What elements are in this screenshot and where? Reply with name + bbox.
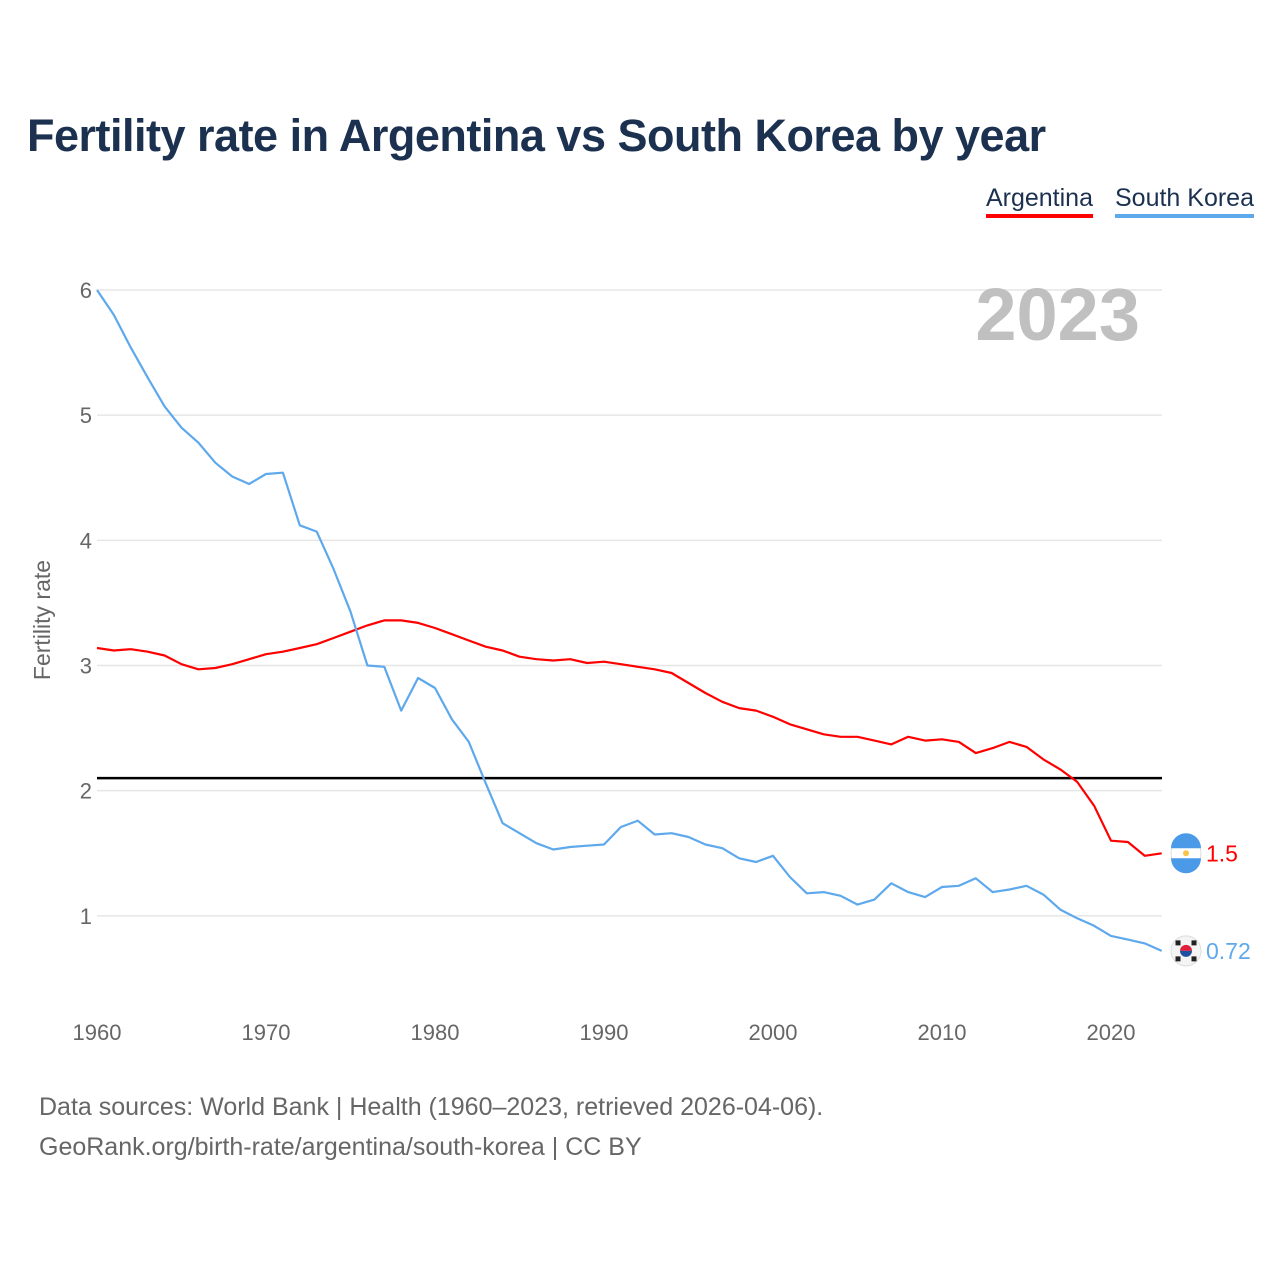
series-line-south-korea [96, 289, 1163, 952]
chart-title: Fertility rate in Argentina vs South Kor… [27, 110, 1046, 161]
y-tick-label: 1 [80, 904, 92, 929]
x-tick-label: 1980 [411, 1020, 460, 1045]
x-tick-label: 1990 [580, 1020, 629, 1045]
x-tick-label: 1960 [73, 1020, 122, 1045]
x-tick-label: 2010 [918, 1020, 967, 1045]
legend: Argentina South Korea [985, 184, 1254, 218]
y-tick-label: 5 [80, 403, 92, 428]
x-tick-label: 1970 [242, 1020, 291, 1045]
y-tick-label: 3 [80, 654, 92, 679]
year-watermark: 2023 [975, 273, 1140, 356]
source-link[interactable]: GeoRank.org/birth-rate/argentina/south-k… [39, 1133, 642, 1161]
south-korea-flag-icon [1170, 935, 1202, 967]
y-tick-label: 4 [80, 528, 92, 553]
legend-item-argentina[interactable]: Argentina [985, 184, 1093, 218]
y-axis-label: Fertility rate [29, 560, 55, 680]
y-tick-label: 6 [80, 278, 92, 303]
argentina-flag-icon [1170, 833, 1202, 874]
end-value-label: 0.72 [1206, 938, 1251, 964]
legend-item-south-korea[interactable]: South Korea [1115, 184, 1254, 218]
x-tick-label: 2000 [749, 1020, 798, 1045]
line-chart: 1 2 3 4 5 6 1960 1970 1980 1990 2000 2010 2020 2023… [29, 273, 1251, 1045]
end-value-label: 1.5 [1206, 840, 1238, 866]
footer: Data sources: World Bank | Health (1960–… [39, 1087, 823, 1167]
series-line-argentina [96, 619, 1162, 857]
x-tick-label: 2020 [1087, 1020, 1136, 1045]
y-tick-label: 2 [80, 779, 92, 804]
data-source-text: Data sources: World Bank | Health (1960–… [39, 1093, 824, 1121]
